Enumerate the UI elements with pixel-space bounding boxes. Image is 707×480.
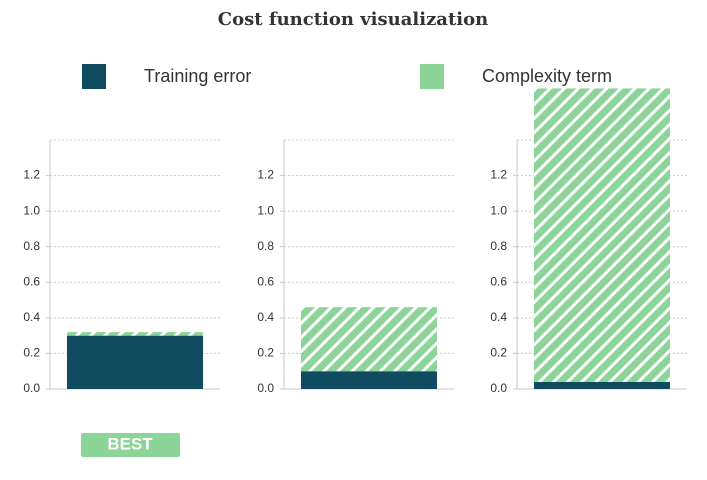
y-tick-label: 0.2 bbox=[490, 346, 507, 360]
y-tick-label: 1.2 bbox=[490, 168, 507, 182]
legend-label: Complexity term bbox=[482, 66, 612, 86]
bar-segment bbox=[301, 307, 437, 372]
y-tick-label: 1.0 bbox=[490, 203, 507, 217]
y-tick-label: 0.0 bbox=[257, 381, 274, 395]
legend-swatch bbox=[420, 64, 444, 89]
y-tick-label: 1.2 bbox=[257, 168, 274, 182]
y-tick-label: 0.6 bbox=[257, 274, 274, 288]
best-label: BEST bbox=[107, 434, 153, 453]
best-badge bbox=[81, 433, 180, 457]
y-tick-label: 0.8 bbox=[23, 239, 40, 253]
bar-segment bbox=[534, 88, 670, 382]
bar-segment bbox=[534, 381, 670, 389]
y-tick-label: 1.2 bbox=[23, 168, 40, 182]
y-tick-label: 0.0 bbox=[490, 381, 507, 395]
y-tick-label: 0.2 bbox=[23, 346, 40, 360]
legend-label: Training error bbox=[144, 66, 251, 86]
bar-segment bbox=[67, 335, 203, 389]
title: Cost function visualization bbox=[218, 9, 488, 30]
y-tick-label: 0.8 bbox=[490, 239, 507, 253]
legend-swatch bbox=[82, 64, 106, 89]
y-tick-label: 1.0 bbox=[23, 203, 40, 217]
bar-segment bbox=[301, 371, 437, 389]
y-tick-label: 0.6 bbox=[490, 274, 507, 288]
y-tick-label: 0.6 bbox=[23, 274, 40, 288]
y-tick-label: 0.4 bbox=[257, 310, 274, 324]
y-tick-label: 1.0 bbox=[257, 203, 274, 217]
y-tick-label: 0.4 bbox=[23, 310, 40, 324]
y-tick-label: 0.8 bbox=[257, 239, 274, 253]
y-tick-label: 0.4 bbox=[490, 310, 507, 324]
bar-segment bbox=[67, 332, 203, 336]
y-tick-label: 0.0 bbox=[23, 381, 40, 395]
y-tick-label: 0.2 bbox=[257, 346, 274, 360]
